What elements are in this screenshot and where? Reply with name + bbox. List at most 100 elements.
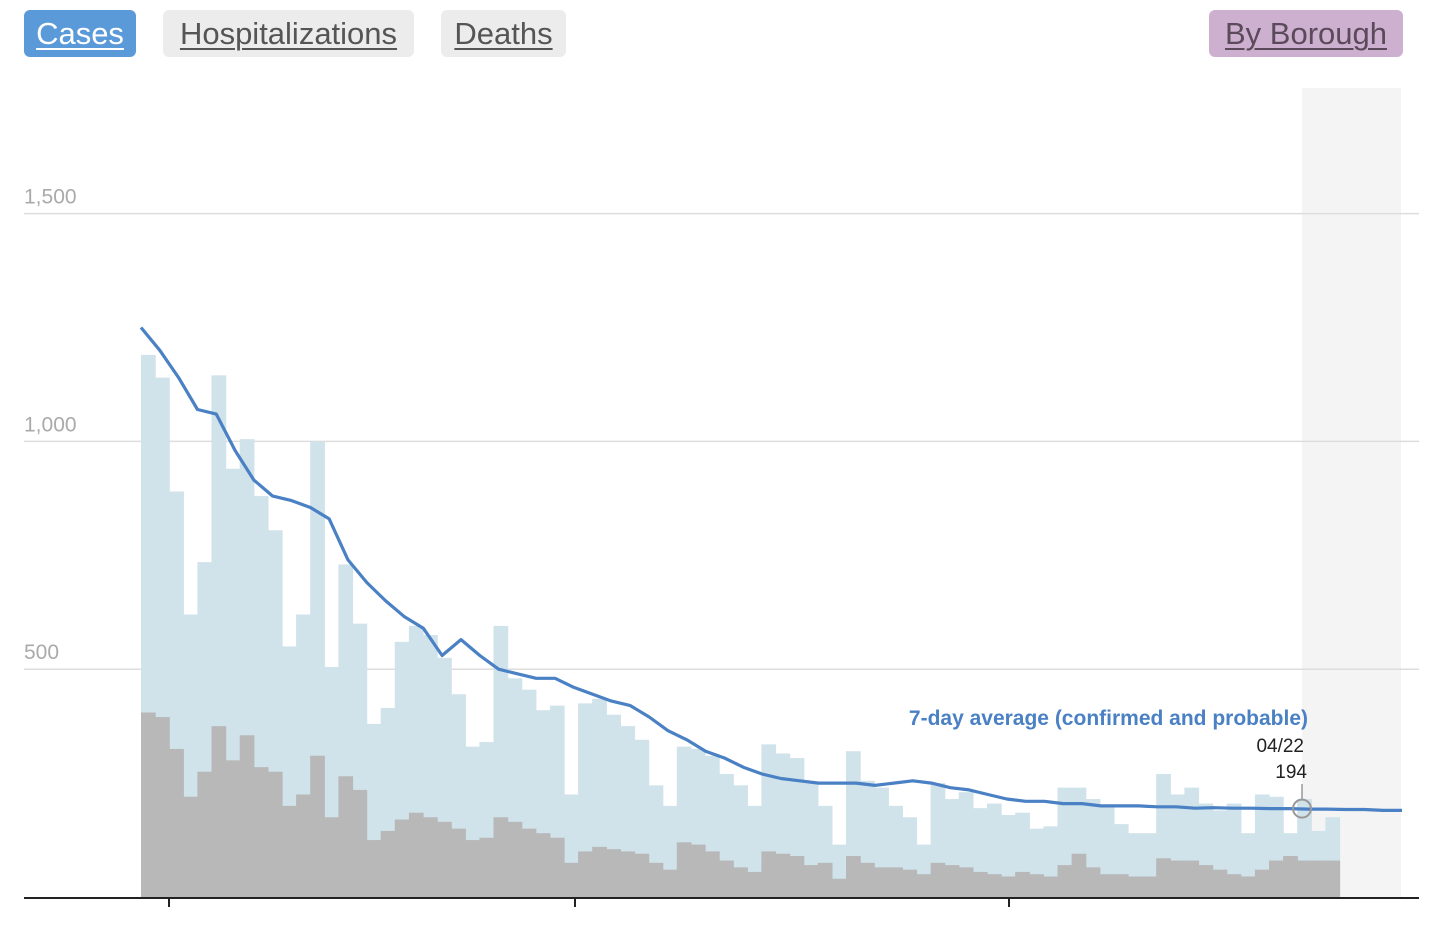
- confirmed-bar: [296, 794, 311, 897]
- confirmed-bar: [479, 837, 495, 897]
- confirmed-bar: [493, 817, 509, 897]
- tab-deaths[interactable]: Deaths: [441, 10, 566, 57]
- total-bar: [987, 803, 1002, 897]
- confirmed-bar: [324, 817, 339, 897]
- confirmed-bar: [465, 840, 480, 897]
- confirmed-bar: [1099, 874, 1115, 897]
- confirmed-bar: [733, 867, 748, 897]
- confirmed-bar: [282, 805, 297, 897]
- confirmed-bar: [747, 871, 762, 897]
- confirmed-bar: [1240, 876, 1256, 897]
- confirmed-bar: [846, 855, 861, 897]
- y-tick-label: 500: [24, 641, 59, 664]
- confirmed-bar: [1128, 876, 1143, 897]
- confirmed-bar: [1269, 860, 1284, 897]
- confirmed-bar: [507, 821, 523, 897]
- confirmed-bar: [620, 851, 636, 897]
- confirmed-bar: [197, 771, 213, 897]
- confirmed-bars: [141, 712, 1341, 897]
- confirmed-bar: [944, 865, 960, 897]
- confirmed-bar: [958, 867, 974, 897]
- total-bar: [578, 703, 593, 897]
- confirmed-bar: [578, 851, 593, 897]
- confirmed-bar: [1142, 876, 1157, 897]
- average-line-label: 7-day average (confirmed and probable): [909, 707, 1308, 730]
- confirmed-bar: [1170, 860, 1185, 897]
- confirmed-bar: [789, 855, 805, 897]
- confirmed-bar: [690, 844, 706, 897]
- confirmed-bar: [606, 849, 621, 897]
- highlight-band: [1302, 88, 1401, 897]
- confirmed-bar: [408, 812, 424, 897]
- confirmed-bar: [1254, 869, 1270, 897]
- confirmed-bar: [352, 789, 368, 897]
- confirmed-bar: [1043, 876, 1059, 897]
- confirmed-bar: [648, 862, 664, 897]
- confirmed-bar: [239, 735, 255, 897]
- confirmed-bar: [423, 817, 438, 897]
- tooltip-value: 194: [1275, 762, 1307, 783]
- confirmed-bar: [211, 726, 227, 897]
- confirmed-bar: [817, 862, 833, 897]
- confirmed-bar: [705, 851, 720, 897]
- confirmed-bar: [916, 874, 932, 897]
- confirmed-bar: [634, 853, 650, 897]
- confirmed-bar: [1071, 853, 1087, 897]
- tooltip-date: 04/22: [1256, 736, 1304, 757]
- confirmed-bar: [987, 874, 1002, 897]
- confirmed-bar: [1226, 874, 1242, 897]
- confirmed-bar: [253, 767, 269, 897]
- confirmed-bar: [902, 869, 918, 897]
- confirmed-bar: [719, 860, 734, 897]
- total-bar: [1226, 803, 1242, 897]
- confirmed-bar: [1015, 871, 1030, 897]
- confirmed-bar: [1085, 867, 1101, 897]
- seven-day-average-line: [139, 326, 1402, 812]
- x-axis-ticks: [168, 898, 1010, 907]
- confirmed-bar: [888, 867, 903, 897]
- confirmed-bar: [451, 828, 466, 897]
- confirmed-bar: [662, 869, 678, 897]
- confirmed-bar: [141, 712, 156, 897]
- confirmed-bar: [310, 755, 325, 897]
- confirmed-bar: [338, 776, 354, 897]
- confirmed-bar: [1057, 865, 1073, 897]
- confirmed-bar: [564, 862, 579, 897]
- confirmed-bar: [761, 851, 777, 897]
- y-tick-label: 1,000: [24, 413, 77, 436]
- confirmed-bar: [1001, 876, 1016, 897]
- confirmed-bar: [437, 821, 452, 897]
- confirmed-bar: [183, 796, 198, 897]
- confirmed-bar: [394, 819, 410, 897]
- tab-cases[interactable]: Cases: [24, 10, 136, 57]
- tab-hospitalizations[interactable]: Hospitalizations: [163, 10, 414, 57]
- confirmed-bar: [521, 828, 537, 897]
- confirmed-bar: [1325, 860, 1341, 897]
- confirmed-bar: [1311, 860, 1326, 897]
- by-borough-button[interactable]: By Borough: [1209, 10, 1403, 57]
- confirmed-bar: [972, 871, 988, 897]
- confirmed-bar: [535, 833, 551, 897]
- confirmed-bar: [225, 760, 241, 897]
- confirmed-bar: [1113, 874, 1129, 897]
- confirmed-bar: [1283, 855, 1298, 897]
- confirmed-bar: [676, 842, 692, 897]
- confirmed-bar: [267, 771, 283, 897]
- confirmed-bar: [1212, 869, 1228, 897]
- confirmed-bar: [1297, 860, 1312, 897]
- confirmed-bar: [930, 862, 946, 897]
- confirmed-bar: [831, 878, 847, 897]
- confirmed-bar: [169, 748, 184, 897]
- confirmed-bar: [1184, 860, 1200, 897]
- y-axis-ticks: 500 1,000 1,500: [24, 186, 77, 665]
- confirmed-bar: [803, 865, 819, 897]
- confirmed-bar: [549, 837, 565, 897]
- confirmed-bar: [592, 846, 607, 897]
- y-tick-label: 1,500: [24, 186, 77, 209]
- confirmed-bar: [775, 853, 791, 897]
- tooltip-marker: [1292, 798, 1312, 819]
- confirmed-bar: [155, 717, 170, 897]
- confirmed-bar: [1029, 874, 1044, 897]
- confirmed-bar: [1198, 865, 1214, 897]
